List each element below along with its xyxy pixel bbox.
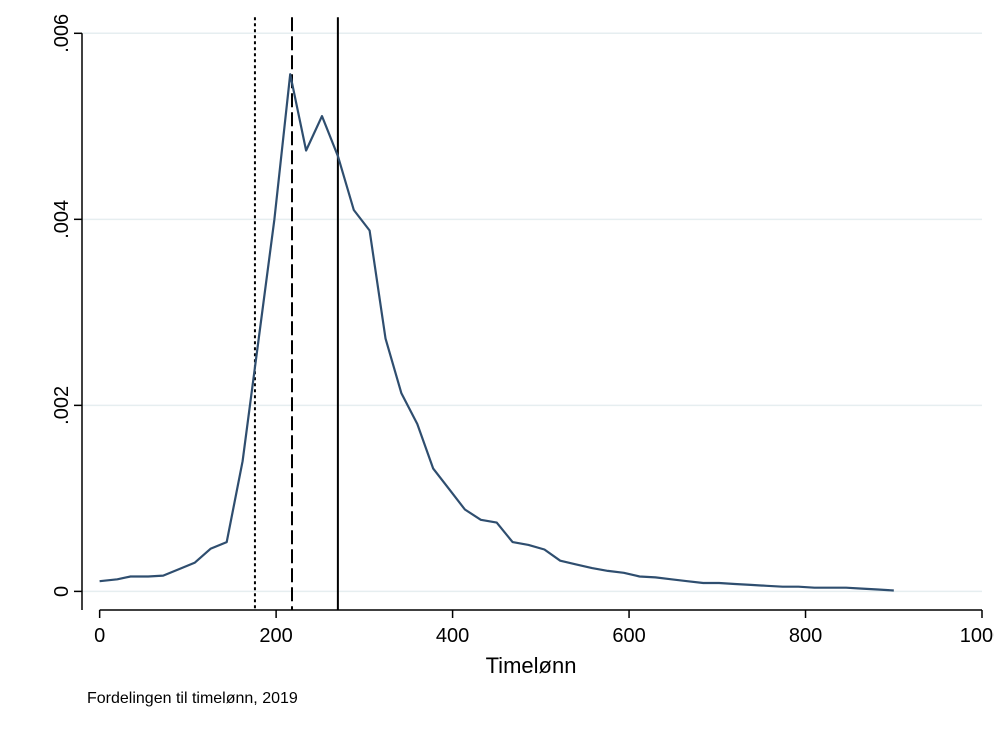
density-line bbox=[99, 73, 894, 592]
x-axis-ticks: 0 200 400 600 800 1000 bbox=[94, 610, 994, 647]
y-tick-label: 0 bbox=[51, 586, 73, 597]
y-tick-label: .004 bbox=[51, 200, 73, 239]
x-tick-label: 1000 bbox=[960, 625, 994, 647]
x-tick-label: 600 bbox=[612, 625, 645, 647]
reference-lines bbox=[253, 17, 339, 610]
series-group bbox=[99, 73, 894, 592]
x-tick-label: 800 bbox=[789, 625, 822, 647]
y-tick-label: .006 bbox=[51, 14, 73, 53]
y-axis-ticks: 0 .002 .004 .006 bbox=[51, 14, 82, 597]
x-tick-label: 200 bbox=[259, 625, 292, 647]
axes bbox=[81, 33, 982, 611]
x-tick-label: 0 bbox=[94, 625, 105, 647]
x-axis-title: Timelønn bbox=[486, 653, 577, 678]
grid-lines bbox=[82, 32, 982, 593]
chart-note: Fordelingen til timelønn, 2019 bbox=[87, 690, 298, 707]
x-tick-label: 400 bbox=[436, 625, 469, 647]
y-tick-label: .002 bbox=[51, 386, 73, 425]
